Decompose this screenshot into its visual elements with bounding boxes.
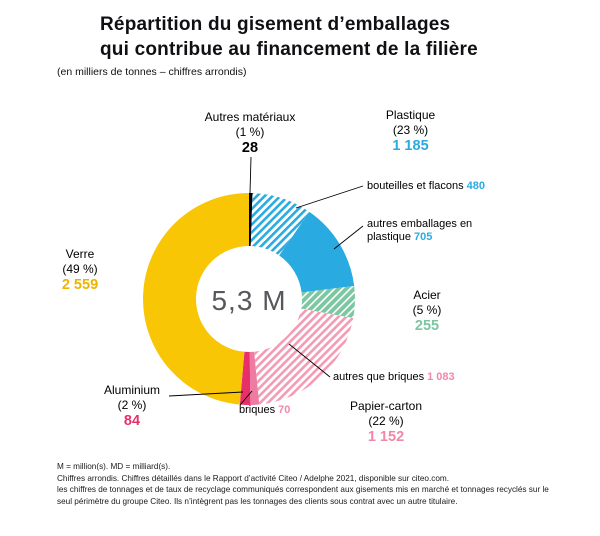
callout-plastique-percent: (23 %)	[392, 123, 429, 137]
callout-papier-carton-name: Papier-carton	[349, 399, 423, 413]
callout-verre: Verre (49 %) 2 559	[42, 247, 118, 293]
callout-autres-materiaux: Autres matériaux (1 %) 28	[185, 110, 315, 156]
page-title-line1: Répartition du gisement d’emballages	[100, 14, 451, 35]
callout-acier: Acier (5 %) 255	[396, 288, 458, 334]
subtitle: (en milliers de tonnes – chiffres arrond…	[57, 66, 247, 78]
footnote-scope: les chiffres de tonnages et de taux de r…	[57, 485, 549, 506]
callout-autres-materiaux-percent: (1 %)	[235, 125, 265, 139]
donut-segment-verre	[142, 193, 249, 405]
callout-papier-carton-percent: (22 %)	[368, 414, 404, 428]
callout-verre-percent: (49 %)	[62, 262, 98, 276]
sublabel-bouteilles: bouteilles et flacons 480	[367, 180, 485, 193]
callout-verre-name: Verre	[65, 247, 95, 261]
donut-segment-acier	[301, 286, 355, 319]
sublabel-bouteilles-value: 480	[466, 180, 485, 192]
sublabel-briques-value: 70	[278, 404, 291, 416]
footnote-source: Chiffres arrondis. Chiffres détaillés da…	[57, 473, 449, 483]
footnote-units: M = million(s). MD = milliard(s).	[57, 462, 171, 471]
callout-plastique: Plastique (23 %) 1 185	[368, 108, 453, 154]
page-title: Répartition du gisement d’emballages qui…	[100, 12, 478, 62]
leader-lines	[168, 156, 364, 406]
leader-line-autres-briques	[288, 343, 331, 378]
leader-line-autres-materiaux	[249, 156, 252, 194]
callout-verre-value: 2 559	[61, 277, 99, 293]
donut-segment-papier-briques	[249, 351, 260, 405]
sublabel-autres-briques-value: 1 083	[427, 371, 455, 383]
callout-aluminium-value: 84	[123, 413, 141, 429]
donut-center-total: 5,3 M	[211, 285, 287, 316]
callout-aluminium: Aluminium (2 %) 84	[94, 383, 170, 429]
callout-aluminium-name: Aluminium	[103, 383, 160, 397]
callout-acier-percent: (5 %)	[412, 303, 442, 317]
callout-papier-carton: Papier-carton (22 %) 1 152	[346, 399, 426, 445]
sublabel-autres-plastique-text: autres emballages en plastique	[367, 218, 473, 243]
callout-acier-value: 255	[414, 318, 440, 334]
leader-line-briques	[239, 390, 253, 406]
leader-line-aluminium	[168, 391, 244, 397]
sublabel-bouteilles-text: bouteilles et flacons	[367, 180, 464, 192]
leader-line-autres-plastique	[333, 225, 364, 250]
footnotes: M = million(s). MD = milliard(s). Chiffr…	[57, 461, 551, 507]
sublabel-briques: briques 70	[239, 404, 290, 417]
leader-line-bouteilles	[295, 185, 364, 209]
callout-autres-materiaux-value: 28	[241, 140, 259, 156]
donut-segment-plastique-autres	[279, 211, 355, 293]
callout-papier-carton-value: 1 152	[367, 429, 405, 445]
callout-aluminium-percent: (2 %)	[117, 398, 147, 412]
donut-segment-papier-autres-que-briques	[254, 308, 354, 405]
sublabel-briques-text: briques	[239, 404, 276, 416]
sublabel-autres-briques: autres que briques 1 083	[333, 371, 455, 384]
sublabel-autres-plastique-value: 705	[414, 231, 433, 243]
sublabel-autres-briques-text: autres que briques	[333, 371, 425, 383]
sublabel-autres-plastique: autres emballages en plastique 705	[367, 218, 499, 244]
callout-acier-name: Acier	[413, 288, 441, 302]
callout-plastique-name: Plastique	[385, 108, 436, 122]
callout-autres-materiaux-name: Autres matériaux	[204, 110, 296, 124]
callout-plastique-value: 1 185	[392, 138, 429, 154]
donut-segment-plastique-bouteilles	[250, 193, 310, 256]
page-title-line2: qui contribue au financement de la filiè…	[100, 39, 478, 60]
donut-segment-autres-materiaux	[249, 193, 253, 247]
